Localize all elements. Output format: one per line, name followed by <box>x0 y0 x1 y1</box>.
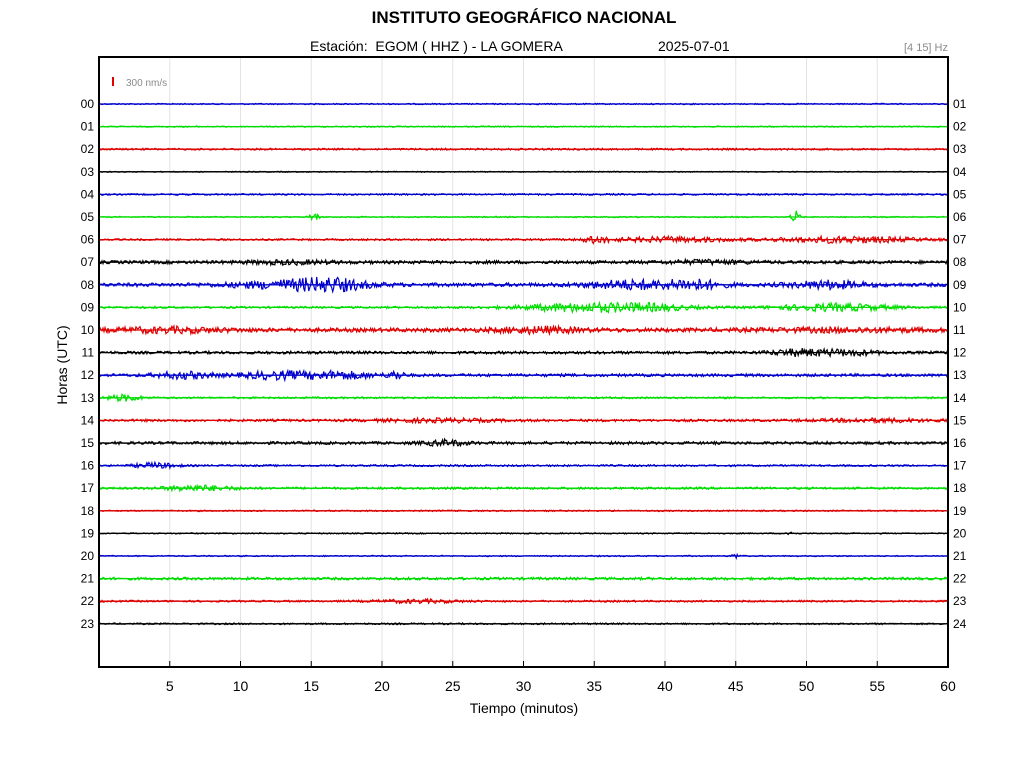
y-axis-title: Horas (UTC) <box>54 325 70 405</box>
hour-label-right: 02 <box>953 120 967 134</box>
hour-label-right: 04 <box>953 165 967 179</box>
hour-label-right: 10 <box>953 300 967 314</box>
x-tick-label: 55 <box>869 678 885 694</box>
hour-label-right: 03 <box>953 142 967 156</box>
filter-band-label: [4 15] Hz <box>903 42 948 54</box>
hour-label-right: 16 <box>953 436 967 450</box>
hour-label-left: 16 <box>81 459 95 473</box>
hour-label-right: 21 <box>953 549 967 563</box>
trace-group <box>98 102 949 626</box>
hour-label-left: 17 <box>81 481 95 495</box>
hour-label-right: 11 <box>953 323 966 337</box>
x-tick-label: 20 <box>374 678 390 694</box>
hour-label-left: 14 <box>81 413 95 427</box>
hour-label-right: 09 <box>953 278 967 292</box>
hour-label-left: 07 <box>81 255 95 269</box>
hour-label-left: 19 <box>81 526 95 540</box>
grid-lines <box>169 57 878 667</box>
hour-label-left: 09 <box>81 300 95 314</box>
hour-label-right: 12 <box>953 346 967 360</box>
x-tick-label: 5 <box>166 678 174 694</box>
hour-label-left: 11 <box>82 346 95 360</box>
x-tick-label: 60 <box>940 678 956 694</box>
hour-label-right: 24 <box>953 617 967 631</box>
hour-label-left: 10 <box>81 323 95 337</box>
hour-label-right: 14 <box>953 391 967 405</box>
hour-label-left: 15 <box>81 436 95 450</box>
hour-label-left: 21 <box>81 572 95 586</box>
hour-label-right: 13 <box>953 368 967 382</box>
hour-label-right: 23 <box>953 594 967 608</box>
station-label: Estación: EGOM ( HHZ ) - LA GOMERA <box>310 38 563 54</box>
hour-label-right: 05 <box>953 187 967 201</box>
hour-label-right: 08 <box>953 255 967 269</box>
x-axis-title: Tiempo (minutos) <box>469 700 579 716</box>
x-tick-label: 15 <box>303 678 319 694</box>
seismic-trace <box>98 276 949 294</box>
hour-label-left: 18 <box>81 504 95 518</box>
hour-label-left: 12 <box>81 368 95 382</box>
hour-label-right: 07 <box>953 233 967 247</box>
x-tick-label: 45 <box>728 678 744 694</box>
x-tick-label: 35 <box>586 678 602 694</box>
hour-label-right: 06 <box>953 210 967 224</box>
x-tick-label: 10 <box>233 678 249 694</box>
x-tick-label: 30 <box>516 678 532 694</box>
hour-label-right: 15 <box>953 413 967 427</box>
scale-label: 300 nm/s <box>126 78 167 89</box>
x-tick-label: 25 <box>445 678 461 694</box>
hour-label-left: 23 <box>81 617 95 631</box>
hour-label-right: 19 <box>953 504 967 518</box>
hour-label-right: 22 <box>953 572 967 586</box>
date-label: 2025-07-01 <box>658 38 730 54</box>
hour-label-right: 17 <box>953 459 967 473</box>
hour-label-left: 05 <box>81 210 95 224</box>
hour-label-left: 04 <box>81 187 95 201</box>
hour-label-left: 06 <box>81 233 95 247</box>
hour-label-left: 20 <box>81 549 95 563</box>
x-ticks: 5 10 15 20 25 30 35 40 45 50 55 60 <box>166 661 956 694</box>
hour-label-left: 00 <box>81 97 95 111</box>
x-tick-label: 50 <box>799 678 815 694</box>
hour-label-right: 01 <box>953 97 967 111</box>
hour-label-left: 03 <box>81 165 95 179</box>
hour-label-right: 18 <box>953 481 967 495</box>
hour-label-left: 22 <box>81 594 95 608</box>
hour-labels: 00 01 02 03 04 05 06 07 08 09 10 11 12 13 14 15 16 17 18 19… <box>81 97 967 631</box>
hour-label-right: 20 <box>953 526 967 540</box>
scale-indicator: 300 nm/s <box>112 77 167 89</box>
seismic-trace <box>98 323 949 337</box>
hour-label-left: 08 <box>81 278 95 292</box>
hour-label-left: 02 <box>81 142 95 156</box>
x-tick-label: 40 <box>657 678 673 694</box>
chart-title: INSTITUTO GEOGRÁFICO NACIONAL <box>371 8 677 27</box>
hour-label-left: 13 <box>81 391 95 405</box>
hour-label-left: 01 <box>81 120 95 134</box>
